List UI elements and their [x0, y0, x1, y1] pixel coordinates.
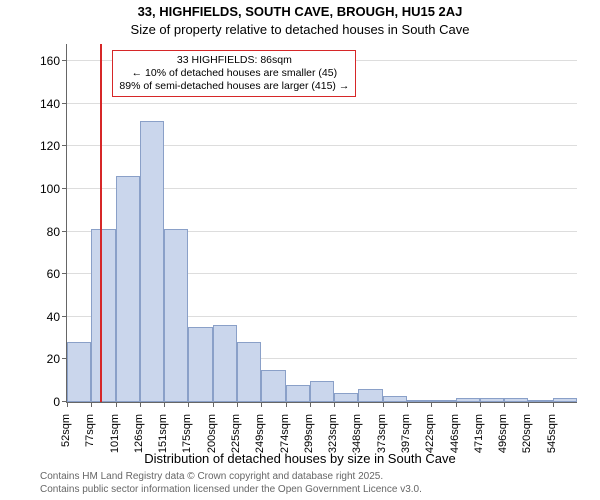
x-tick-label: 323sqm — [327, 414, 339, 464]
y-tick-mark — [62, 316, 67, 317]
chart-title-sub: Size of property relative to detached ho… — [0, 22, 600, 37]
gridline-h — [67, 103, 577, 104]
x-tick-mark — [504, 402, 505, 407]
x-tick-mark — [358, 402, 359, 407]
histogram-bar — [504, 398, 528, 402]
histogram-bar — [383, 396, 407, 402]
histogram-bar — [237, 342, 261, 402]
x-tick-label: 101sqm — [109, 414, 121, 464]
y-tick-label: 80 — [26, 225, 60, 239]
histogram-bar — [67, 342, 91, 402]
histogram-bar — [553, 398, 577, 402]
x-tick-mark — [237, 402, 238, 407]
x-tick-mark — [164, 402, 165, 407]
x-tick-label: 77sqm — [84, 414, 96, 464]
x-tick-label: 249sqm — [254, 414, 266, 464]
histogram-bar — [116, 176, 140, 402]
x-tick-mark — [67, 402, 68, 407]
x-tick-label: 446sqm — [449, 414, 461, 464]
x-tick-mark — [383, 402, 384, 407]
reference-line — [100, 44, 102, 402]
histogram-bar — [407, 400, 431, 402]
x-tick-mark — [334, 402, 335, 407]
x-tick-mark — [407, 402, 408, 407]
x-tick-mark — [528, 402, 529, 407]
histogram-bar — [528, 400, 552, 402]
histogram-bar — [310, 381, 334, 402]
histogram-bar — [140, 121, 164, 402]
y-tick-mark — [62, 145, 67, 146]
x-tick-label: 471sqm — [473, 414, 485, 464]
histogram-bar — [164, 229, 188, 402]
x-tick-mark — [431, 402, 432, 407]
y-tick-label: 100 — [26, 182, 60, 196]
x-tick-mark — [261, 402, 262, 407]
y-tick-label: 20 — [26, 352, 60, 366]
y-tick-label: 40 — [26, 310, 60, 324]
x-tick-mark — [213, 402, 214, 407]
y-tick-label: 0 — [26, 395, 60, 409]
x-tick-mark — [188, 402, 189, 407]
histogram-bar — [286, 385, 310, 402]
attribution-text: Contains HM Land Registry data © Crown c… — [40, 471, 422, 496]
x-tick-mark — [310, 402, 311, 407]
histogram-bar — [480, 398, 504, 402]
attribution-line1: Contains HM Land Registry data © Crown c… — [40, 471, 422, 484]
y-tick-mark — [62, 188, 67, 189]
histogram-bar — [91, 229, 115, 402]
histogram-bar — [213, 325, 237, 402]
y-tick-mark — [62, 273, 67, 274]
x-tick-label: 373sqm — [376, 414, 388, 464]
histogram-bar — [358, 389, 382, 402]
histogram-chart: 33, HIGHFIELDS, SOUTH CAVE, BROUGH, HU15… — [0, 0, 600, 500]
plot-area: 33 HIGHFIELDS: 86sqm← 10% of detached ho… — [66, 44, 577, 403]
y-tick-mark — [62, 60, 67, 61]
x-tick-mark — [286, 402, 287, 407]
x-tick-label: 545sqm — [546, 414, 558, 464]
x-tick-label: 126sqm — [133, 414, 145, 464]
y-tick-label: 140 — [26, 97, 60, 111]
y-tick-label: 160 — [26, 54, 60, 68]
x-tick-label: 520sqm — [521, 414, 533, 464]
x-tick-mark — [91, 402, 92, 407]
y-tick-mark — [62, 231, 67, 232]
x-tick-label: 52sqm — [60, 414, 72, 464]
x-tick-label: 225sqm — [230, 414, 242, 464]
x-tick-label: 151sqm — [157, 414, 169, 464]
x-tick-mark — [480, 402, 481, 407]
histogram-bar — [334, 393, 358, 402]
x-tick-label: 422sqm — [424, 414, 436, 464]
histogram-bar — [261, 370, 285, 402]
x-tick-label: 496sqm — [497, 414, 509, 464]
x-tick-label: 348sqm — [351, 414, 363, 464]
histogram-bar — [456, 398, 480, 402]
x-tick-label: 397sqm — [400, 414, 412, 464]
annotation-line3: 89% of semi-detached houses are larger (… — [119, 80, 349, 93]
y-tick-label: 120 — [26, 139, 60, 153]
x-tick-label: 175sqm — [181, 414, 193, 464]
histogram-bar — [188, 327, 212, 402]
histogram-bar — [431, 400, 455, 402]
annotation-line1: 33 HIGHFIELDS: 86sqm — [119, 54, 349, 67]
x-tick-label: 200sqm — [206, 414, 218, 464]
x-tick-label: 274sqm — [279, 414, 291, 464]
annotation-box: 33 HIGHFIELDS: 86sqm← 10% of detached ho… — [112, 50, 356, 97]
chart-title-main: 33, HIGHFIELDS, SOUTH CAVE, BROUGH, HU15… — [0, 4, 600, 19]
attribution-line2: Contains public sector information licen… — [40, 484, 422, 497]
x-tick-mark — [140, 402, 141, 407]
x-tick-mark — [456, 402, 457, 407]
y-tick-mark — [62, 103, 67, 104]
x-tick-mark — [116, 402, 117, 407]
x-tick-label: 299sqm — [303, 414, 315, 464]
y-tick-label: 60 — [26, 267, 60, 281]
x-tick-mark — [553, 402, 554, 407]
annotation-line2: ← 10% of detached houses are smaller (45… — [119, 67, 349, 80]
